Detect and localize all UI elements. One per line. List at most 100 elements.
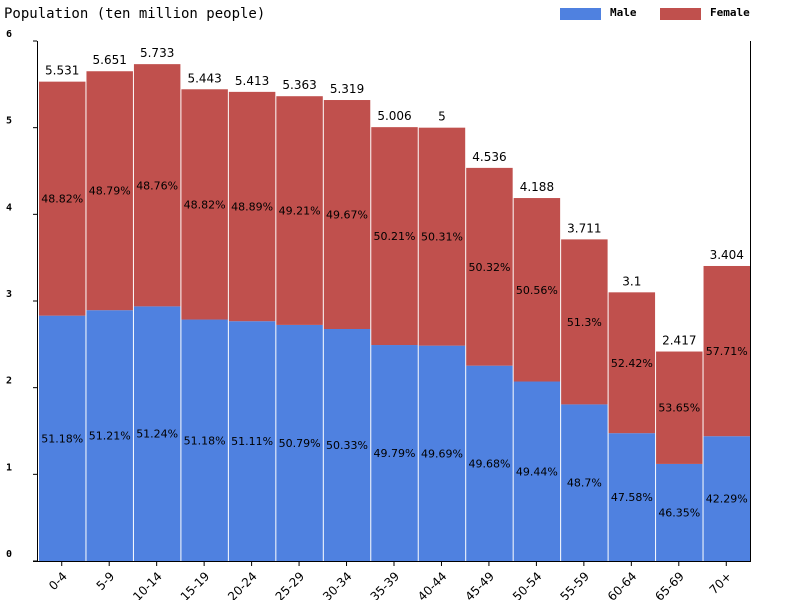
bar-male [371, 345, 418, 561]
legend-swatch-female [660, 8, 701, 20]
bar-female [276, 96, 323, 325]
legend: Male Female [560, 6, 750, 20]
y-axis: 0 1 2 3 4 5 6 [6, 29, 751, 562]
male-percent-label: 46.35% [658, 506, 700, 519]
female-percent-label: 49.21% [279, 205, 321, 218]
total-label: 5.413 [235, 74, 269, 88]
female-percent-label: 48.89% [231, 201, 273, 214]
bar-female [371, 127, 418, 346]
bar-male [86, 310, 133, 561]
female-percent-label: 50.32% [468, 261, 510, 274]
y-tick-label: 6 [6, 29, 12, 40]
bar-female [181, 89, 228, 320]
bar-male [608, 433, 656, 561]
bar-female [323, 100, 371, 329]
male-percent-label: 49.79% [374, 447, 416, 460]
y-tick-label: 1 [6, 462, 12, 473]
x-tick-label: 5-9 [94, 569, 118, 593]
x-tick-label: 45-49 [462, 569, 497, 600]
female-percent-label: 50.21% [374, 230, 416, 243]
bar-female [513, 198, 561, 382]
x-tick-label: 20-24 [225, 569, 260, 600]
bar-female [86, 71, 133, 311]
male-percent-label: 42.29% [706, 493, 748, 506]
bar-male [656, 463, 703, 561]
x-tick-label: 40-44 [415, 569, 450, 600]
bar-female [703, 265, 750, 437]
total-label: 5.651 [93, 53, 127, 67]
female-percent-label: 48.79% [89, 185, 131, 198]
bar-male [513, 381, 561, 561]
chart-title: Population (ten million people) [4, 6, 265, 22]
bar-female [133, 64, 181, 307]
female-percent-label: 51.3% [567, 316, 602, 329]
total-label: 2.417 [662, 334, 696, 348]
bar-female [561, 239, 608, 405]
total-label: 5.006 [377, 109, 411, 123]
bar-female [228, 91, 276, 322]
x-tick-label: 30-34 [320, 569, 355, 600]
bar-female [39, 81, 86, 316]
female-percent-label: 50.56% [516, 284, 558, 297]
y-tick-label: 2 [6, 376, 12, 387]
y-tick-label: 0 [6, 549, 12, 560]
male-percent-label: 49.44% [516, 465, 558, 478]
total-label: 5.733 [140, 46, 174, 60]
male-percent-label: 51.24% [136, 428, 178, 441]
total-label: 3.1 [622, 274, 641, 288]
bar-male [466, 365, 513, 561]
female-percent-label: 53.65% [658, 402, 700, 415]
x-tick-label: 50-54 [510, 569, 545, 600]
female-percent-label: 49.67% [326, 209, 368, 222]
female-percent-label: 48.82% [41, 193, 83, 206]
x-tick-label: 25-29 [273, 569, 308, 600]
bar-male [228, 321, 276, 561]
total-label: 5.319 [330, 82, 364, 96]
bar-female [418, 127, 466, 346]
bar-male [39, 315, 86, 561]
male-percent-label: 49.69% [421, 447, 463, 460]
total-label: 5.443 [187, 71, 221, 85]
bars: 5.531 51.18% 48.82% 5.651 51.21% 48.79% 5.733 5… [39, 46, 750, 561]
female-percent-label: 48.82% [184, 198, 226, 211]
x-tick-label: 60-64 [605, 569, 640, 600]
legend-label-female: Female [710, 6, 750, 19]
female-percent-label: 57.71% [706, 345, 748, 358]
male-percent-label: 51.18% [184, 434, 226, 447]
male-percent-label: 50.33% [326, 439, 368, 452]
male-percent-label: 50.79% [279, 437, 321, 450]
x-tick-label: 0-4 [46, 569, 70, 593]
y-tick-label: 4 [6, 202, 12, 213]
total-label: 3.711 [567, 221, 601, 235]
total-label: 5 [438, 110, 446, 124]
bar-male [323, 328, 371, 561]
female-percent-label: 48.76% [136, 179, 178, 192]
male-percent-label: 51.18% [41, 432, 83, 445]
y-tick-label: 3 [6, 289, 12, 300]
legend-swatch-male [560, 8, 601, 20]
x-tick-label: 55-59 [557, 569, 592, 600]
x-axis: 0-4 5-9 10-14 15-19 20-24 25-29 30-34 35-39 40-4… [33, 561, 751, 600]
bar-female [466, 167, 513, 366]
male-percent-label: 48.7% [567, 477, 602, 490]
total-label: 4.188 [520, 180, 554, 194]
bar-male [418, 345, 466, 561]
bar-female [608, 292, 656, 434]
male-percent-label: 47.58% [611, 491, 653, 504]
x-tick-label: 35-39 [368, 569, 403, 600]
female-percent-label: 50.31% [421, 231, 463, 244]
y-tick-label: 5 [6, 116, 12, 127]
bar-male [561, 404, 608, 561]
legend-label-male: Male [610, 6, 637, 19]
total-label: 4.536 [472, 150, 506, 164]
male-percent-label: 49.68% [468, 457, 510, 470]
female-percent-label: 52.42% [611, 357, 653, 370]
total-label: 5.363 [282, 78, 316, 92]
x-tick-label: 10-14 [130, 569, 165, 600]
bar-male [133, 306, 181, 561]
bar-female [656, 351, 703, 464]
male-percent-label: 51.21% [89, 430, 131, 443]
x-tick-label: 65-69 [652, 569, 687, 600]
x-tick-label: 70+ [707, 569, 735, 597]
